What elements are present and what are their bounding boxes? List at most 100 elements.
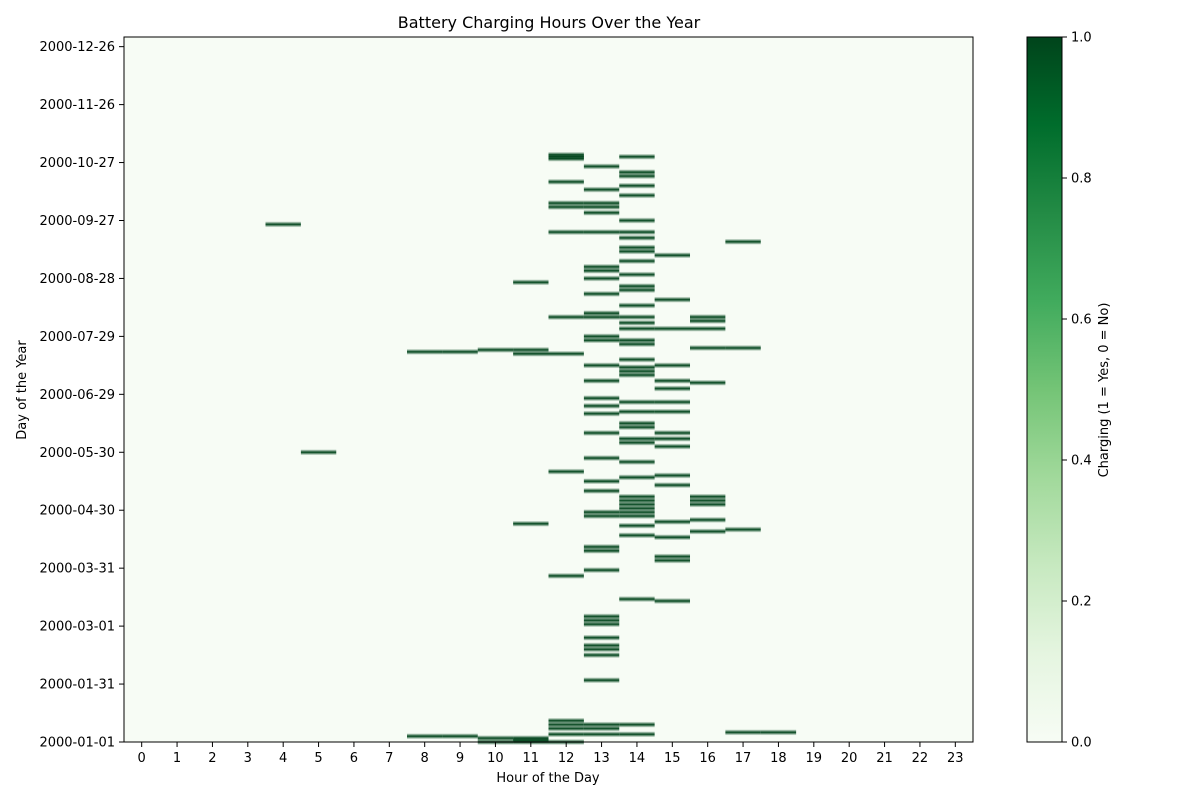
heatmap-cell <box>725 526 761 533</box>
y-tick-label: 2000-11-26 <box>39 98 115 113</box>
heatmap-cell <box>583 613 620 620</box>
heatmap-cell <box>619 229 655 236</box>
heatmap-cell <box>548 731 584 738</box>
heatmap-cell <box>690 379 726 386</box>
heatmap-cell <box>654 534 691 541</box>
x-tick-label: 13 <box>593 751 610 766</box>
heatmap-cell <box>619 408 655 415</box>
x-tick-label: 10 <box>487 751 504 766</box>
colorbar <box>1027 37 1062 742</box>
heatmap-cell <box>619 217 655 224</box>
heatmap-cell <box>583 377 620 384</box>
heatmap-cell <box>619 364 655 371</box>
heatmap-cell <box>690 501 726 508</box>
y-tick-label: 2000-05-30 <box>39 446 115 461</box>
heatmap-cell <box>513 735 549 742</box>
heatmap-cell <box>654 443 691 450</box>
heatmap-cell <box>583 543 620 550</box>
heatmap-cell <box>619 513 655 520</box>
heatmap-cell <box>548 151 584 158</box>
y-axis: 2000-01-01 2000-01-31 2000-03-01 2000-03-31… <box>39 40 124 751</box>
heatmap-cell <box>583 513 620 520</box>
heatmap-cell <box>619 271 655 278</box>
heatmap-cell <box>619 439 655 446</box>
x-tick-label: 5 <box>314 751 322 766</box>
heatmap-cell <box>654 435 691 442</box>
heatmap-cell <box>265 221 301 228</box>
heatmap-cell <box>619 192 655 199</box>
heatmap-cell <box>619 325 655 332</box>
heatmap-cell <box>654 557 691 564</box>
plot-area <box>124 37 973 742</box>
chart-title: Battery Charging Hours Over the Year <box>398 13 701 32</box>
heatmap-cell <box>619 399 655 406</box>
x-tick-label: 23 <box>947 751 964 766</box>
colorbar-tick-label: 0.0 <box>1071 736 1092 751</box>
heatmap-cell <box>654 252 691 259</box>
y-tick-label: 2000-12-26 <box>39 40 115 55</box>
heatmap-cell <box>513 520 549 527</box>
colorbar-tick-label: 0.2 <box>1071 595 1092 610</box>
heatmap-cell <box>407 348 443 355</box>
heatmap-cell <box>619 420 655 427</box>
heatmap-cell <box>583 402 620 409</box>
heatmap-cell <box>442 348 478 355</box>
colorbar-tick-label: 0.6 <box>1071 313 1092 328</box>
x-tick-label: 19 <box>806 751 823 766</box>
colorbar-frame <box>1026 36 1063 743</box>
heatmap-cell <box>619 319 655 326</box>
heatmap-cell <box>654 472 691 479</box>
heatmap-cell <box>513 350 549 357</box>
heatmap-cell <box>583 509 620 516</box>
heatmap-cell <box>583 731 620 738</box>
heatmap-cell <box>583 362 620 369</box>
heatmap-cell <box>548 314 584 321</box>
x-tick-label: 11 <box>523 751 540 766</box>
heatmap-cell <box>619 182 655 189</box>
heatmap-cell <box>619 509 655 516</box>
heatmap-cell <box>583 209 620 216</box>
heatmap-cell <box>583 186 620 193</box>
heatmap-cell <box>583 547 620 554</box>
heatmap-cell <box>583 621 620 628</box>
x-axis: 0 1 2 3 4 5 6 7 8 9 10 11 12 13 14 15 16 17 18 19 20 21 22 23 <box>138 742 964 766</box>
heatmap-cell <box>654 482 691 489</box>
heatmap-cell <box>583 263 620 270</box>
x-tick-label: 9 <box>456 751 464 766</box>
heatmap-cell <box>654 377 691 384</box>
heatmap-cell <box>690 516 726 523</box>
heatmap-cell <box>477 346 514 353</box>
heatmap-cell <box>619 435 655 442</box>
heatmap-cell <box>619 458 655 465</box>
heatmap-cell <box>583 677 620 684</box>
heatmap-cell <box>725 238 761 245</box>
y-tick-label: 2000-08-28 <box>39 272 115 287</box>
heatmap-cell <box>548 572 584 579</box>
heatmap-cell <box>654 385 691 392</box>
heatmap-cell <box>619 731 655 738</box>
y-tick-label: 2000-01-01 <box>39 736 115 751</box>
y-tick-label: 2000-06-29 <box>39 388 115 403</box>
heatmap-cell <box>760 729 797 736</box>
y-tick-label: 2000-09-27 <box>39 214 115 229</box>
heatmap-cell <box>583 455 620 462</box>
heatmap-cells <box>265 151 797 745</box>
heatmap-cell <box>619 372 655 379</box>
heatmap-cell <box>583 725 620 732</box>
heatmap-cell <box>583 395 620 402</box>
heatmap-cell <box>619 356 655 363</box>
heatmap-cell <box>654 408 691 415</box>
heatmap-cell <box>583 275 620 282</box>
heatmap-cell <box>583 646 620 653</box>
heatmap-cell <box>583 337 620 344</box>
heatmap-cell <box>583 478 620 485</box>
heatmap-cell <box>619 248 655 255</box>
heatmap-cell <box>654 518 691 525</box>
heatmap-cell <box>548 725 584 732</box>
heatmap-cell <box>619 234 655 241</box>
heatmap-cell <box>619 424 655 431</box>
heatmap-cell <box>583 310 620 317</box>
heatmap-cell <box>583 163 620 170</box>
plot-frame <box>123 36 974 743</box>
